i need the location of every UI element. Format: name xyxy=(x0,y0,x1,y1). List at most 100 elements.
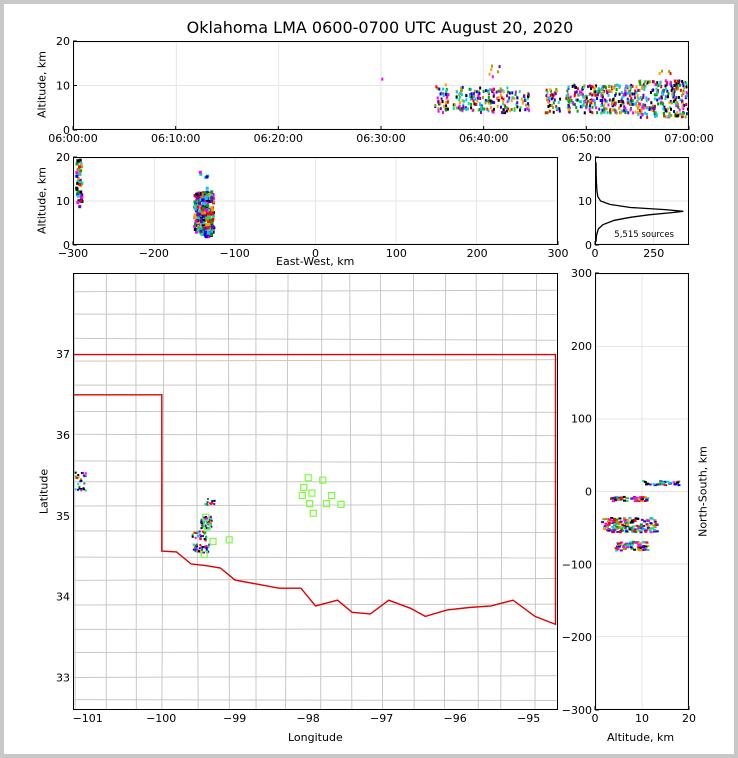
time-height-point xyxy=(497,98,500,102)
time-height-point xyxy=(671,93,674,97)
time-height-point xyxy=(639,82,642,86)
time-height-point xyxy=(458,98,461,102)
time-height-point xyxy=(588,107,591,111)
time-height-point xyxy=(623,105,626,109)
altitude-ns-point xyxy=(642,480,646,483)
time-height-point xyxy=(626,97,629,101)
map-point xyxy=(201,522,204,525)
ew-altitude-point xyxy=(203,191,207,195)
ew-altitude-point xyxy=(78,158,82,162)
time-height-point xyxy=(652,107,655,111)
altitude-ns-point xyxy=(633,500,637,503)
time-height-point xyxy=(573,92,576,96)
altitude-ns-point xyxy=(619,520,623,523)
time-height-point xyxy=(627,111,630,115)
ew-altitude-point xyxy=(201,204,205,208)
map-point xyxy=(203,521,206,524)
altitude-ns-point xyxy=(625,525,629,528)
map-point xyxy=(192,548,195,551)
time-height-point xyxy=(595,106,598,110)
time-height-point xyxy=(567,100,570,104)
county-line xyxy=(285,273,289,710)
time-height-point xyxy=(612,97,615,101)
time-height-point xyxy=(633,96,636,100)
map-point xyxy=(195,532,198,535)
time-height-point xyxy=(489,101,492,105)
time-height-point xyxy=(566,98,569,102)
time-height-point xyxy=(478,91,481,95)
time-height-point xyxy=(653,114,656,118)
time-height-point xyxy=(685,103,688,107)
time-height-point xyxy=(470,106,473,110)
ew-altitude-plot xyxy=(73,157,558,245)
time-height-point xyxy=(553,92,556,96)
time-height-point xyxy=(565,94,568,98)
time-height-point xyxy=(634,101,637,105)
ew-altitude-point xyxy=(207,233,211,237)
map-point xyxy=(200,518,203,521)
altitude-ns-point xyxy=(618,542,622,545)
time-height-point xyxy=(514,92,517,96)
altitude-ns-point xyxy=(622,546,626,549)
ew-altitude-point xyxy=(201,201,205,205)
map-point xyxy=(198,530,201,533)
ew-altitude-point xyxy=(203,233,207,237)
time-height-point xyxy=(646,115,649,119)
ew-altitude-panel xyxy=(73,157,558,245)
altitude-ns-xlabel: Altitude, km xyxy=(607,731,675,744)
time-height-point xyxy=(589,104,592,108)
time-height-point xyxy=(629,108,632,112)
time-height-point xyxy=(663,105,666,109)
altitude-ns-point xyxy=(626,518,630,521)
time-height-point xyxy=(647,97,650,101)
time-height-point xyxy=(664,87,667,91)
map-point xyxy=(205,548,208,551)
time-height-point xyxy=(476,94,479,98)
time-height-point xyxy=(627,101,630,105)
time-height-point xyxy=(492,110,495,114)
county-line xyxy=(135,273,137,710)
time-height-point xyxy=(655,91,658,95)
time-height-point xyxy=(473,95,476,99)
time-height-point xyxy=(571,84,574,88)
ew-altitude-point xyxy=(76,176,80,180)
time-height-point xyxy=(670,101,673,105)
time-height-point xyxy=(638,88,641,92)
time-height-point xyxy=(662,92,665,96)
altitude-ns-point xyxy=(625,521,629,524)
time-height-point xyxy=(445,89,448,93)
time-height-point xyxy=(444,101,447,105)
time-height-point xyxy=(480,108,483,112)
time-height-point xyxy=(488,88,491,92)
time-height-point xyxy=(630,83,633,87)
time-height-point xyxy=(516,96,519,100)
time-height-point xyxy=(524,108,527,112)
ew-altitude-point xyxy=(194,230,198,234)
time-height-point xyxy=(679,112,682,116)
time-height-point xyxy=(616,83,619,87)
time-height-point xyxy=(664,97,667,101)
ew-altitude-point xyxy=(193,204,197,208)
time-height-point xyxy=(604,100,607,104)
time-height-point xyxy=(669,71,672,75)
ew-altitude-point xyxy=(210,199,214,203)
ew-altitude-point xyxy=(198,192,202,196)
map-point xyxy=(201,524,204,527)
time-height-point xyxy=(437,107,440,111)
ew-altitude-point xyxy=(203,230,207,234)
time-height-point xyxy=(648,80,651,84)
altitude-ns-point xyxy=(639,496,643,499)
time-height-point xyxy=(486,107,489,111)
altitude-ns-point xyxy=(661,481,665,484)
county-line xyxy=(73,530,558,534)
altitude-ns-point xyxy=(653,526,657,529)
county-line xyxy=(73,578,558,581)
time-height-point xyxy=(614,93,617,97)
time-height-point xyxy=(636,99,639,103)
time-height-point xyxy=(552,101,555,105)
time-height-point xyxy=(604,86,607,90)
time-height-point xyxy=(482,96,485,100)
altitude-ns-point xyxy=(640,500,644,503)
altitude-ns-point xyxy=(625,497,629,500)
time-height-point xyxy=(625,84,628,88)
